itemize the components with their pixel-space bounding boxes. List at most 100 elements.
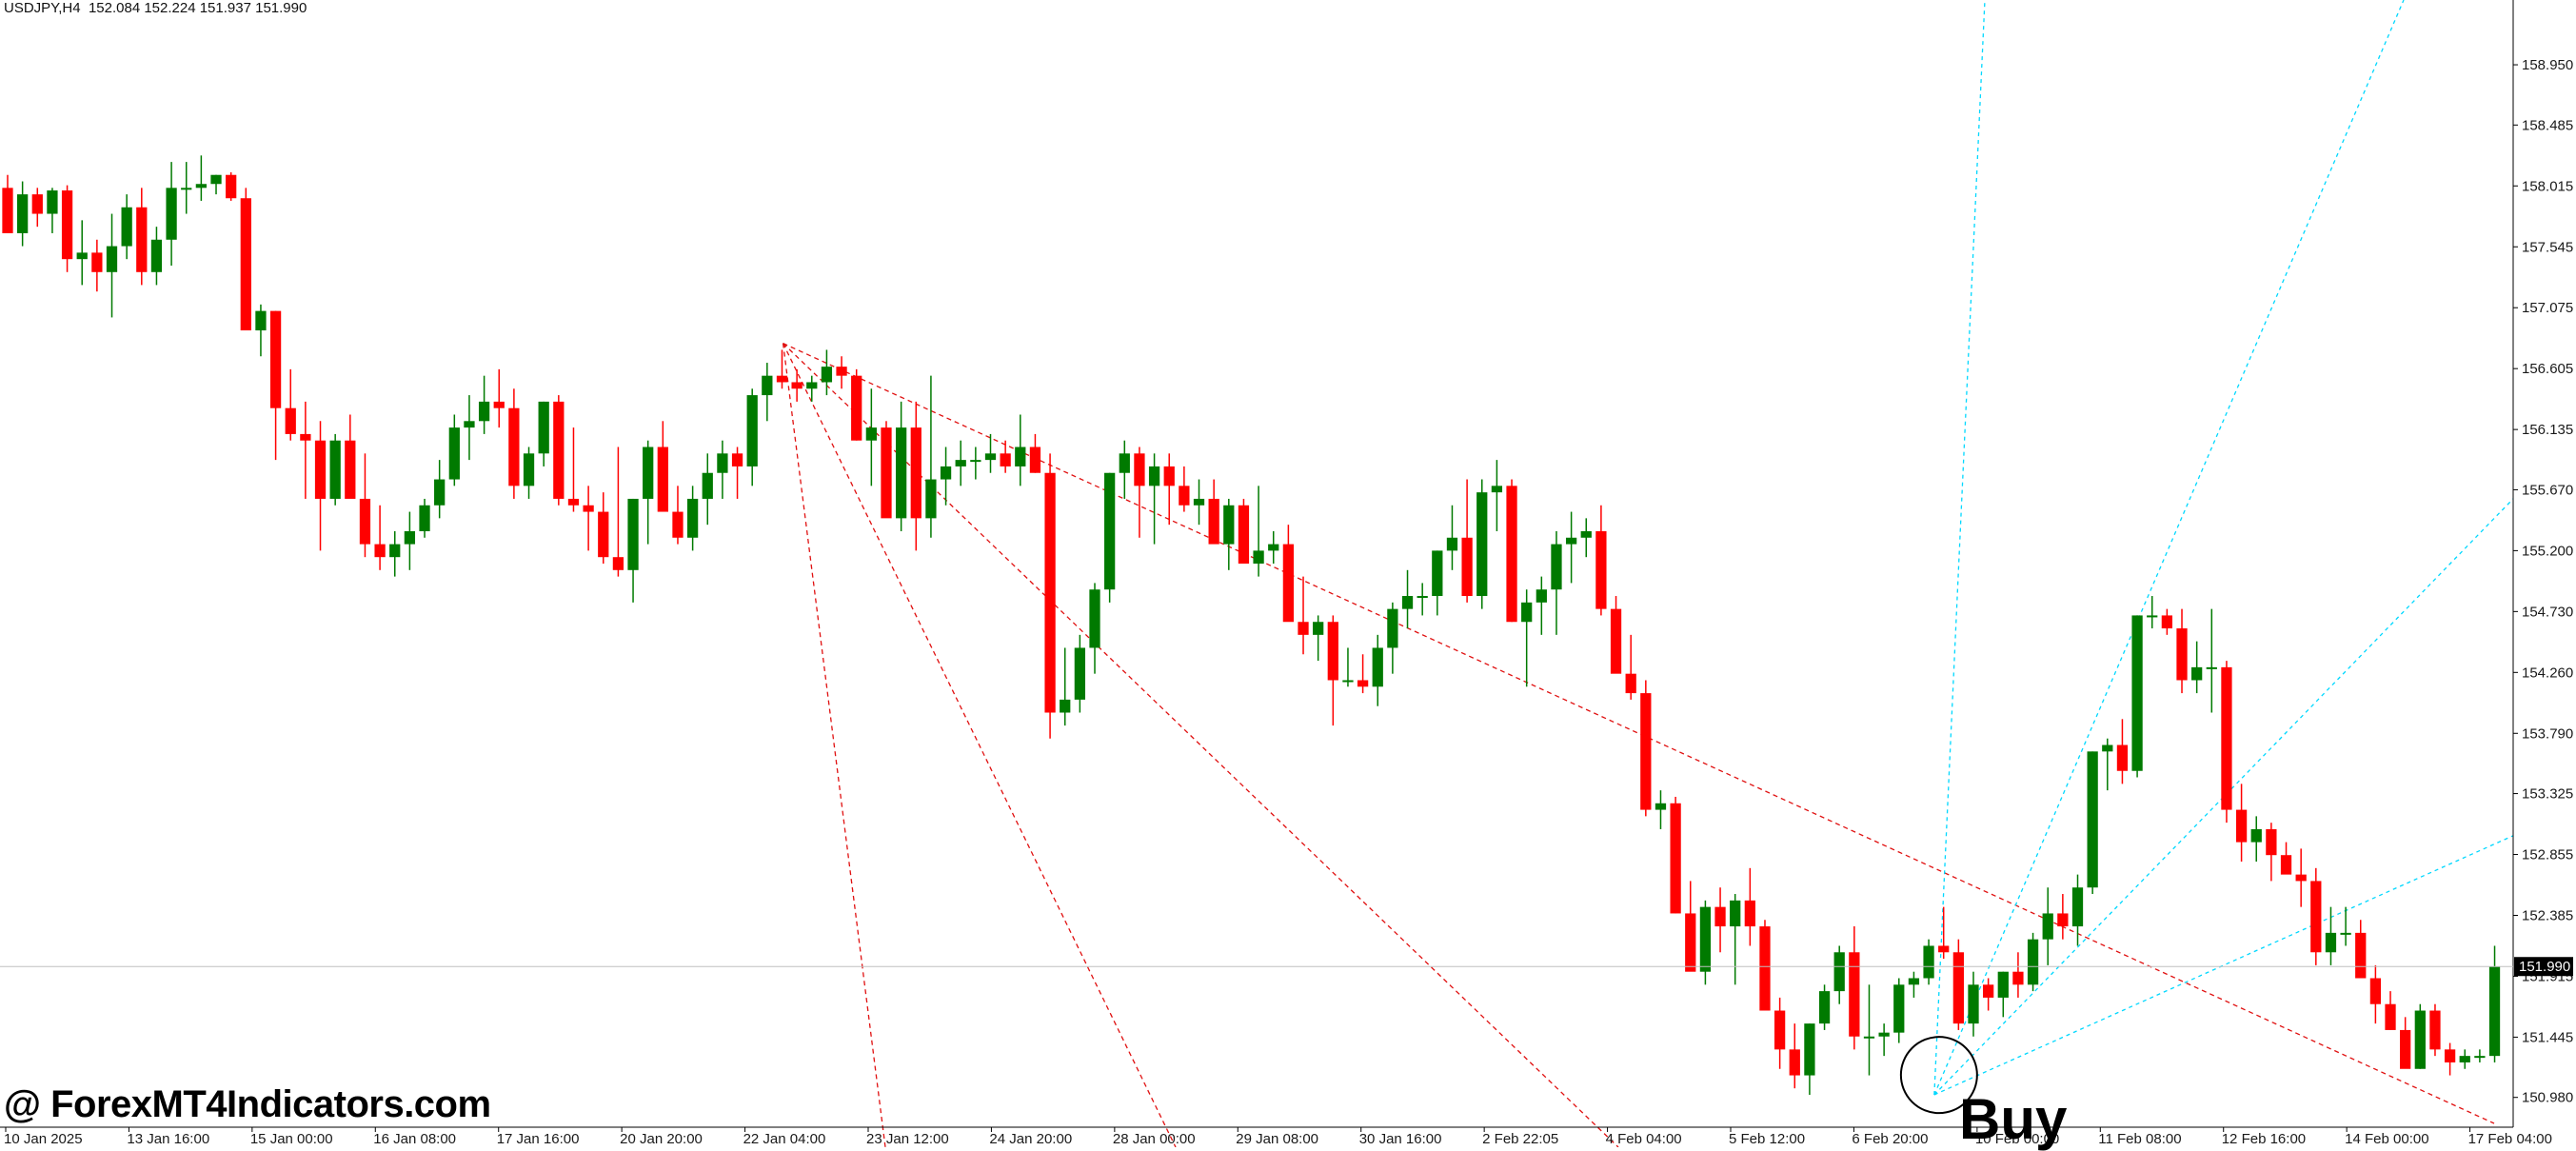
time-tick-label: 24 Jan 20:00 — [989, 1131, 1072, 1147]
candle-body — [404, 530, 416, 545]
price-tick-label: 153.325 — [2522, 786, 2573, 803]
price-tick-label: 156.135 — [2522, 422, 2573, 438]
candle-body — [2206, 666, 2217, 669]
candle-body — [195, 184, 208, 189]
candle-body — [686, 498, 699, 538]
candle-body — [2027, 939, 2039, 985]
candle-body — [970, 460, 981, 463]
candle-body — [1417, 596, 1428, 599]
candle-body — [1282, 544, 1295, 623]
time-tick-label: 23 Jan 12:00 — [866, 1131, 949, 1147]
candle-body — [836, 367, 847, 376]
candle-body — [2266, 828, 2277, 856]
candle-body — [1342, 680, 1354, 683]
candle-body — [240, 198, 251, 331]
candle-body — [2, 188, 13, 233]
watermark: @ ForexMT4Indicators.com — [4, 1083, 491, 1125]
candle-body — [1730, 900, 1741, 927]
time-tick-label: 4 Feb 04:00 — [1606, 1131, 1682, 1147]
price-axis: 158.950 158.485 158.015 157.545 157.075 156.6… — [2513, 57, 2573, 1106]
time-tick-label: 29 Jan 08:00 — [1236, 1131, 1318, 1147]
candle-body — [76, 252, 88, 260]
candle-body — [851, 375, 862, 441]
candle-body — [2116, 744, 2129, 771]
price-tick-label: 154.260 — [2522, 665, 2573, 681]
candle-body — [1238, 505, 1250, 564]
candle-body — [1536, 589, 1547, 603]
candle-body — [1580, 530, 1592, 538]
candle-body — [2071, 887, 2084, 927]
candle-body — [702, 472, 713, 499]
candle-body — [359, 498, 371, 545]
candle-body — [2325, 932, 2337, 953]
candle-body — [464, 421, 475, 428]
candle-body — [1833, 952, 1845, 992]
candle-body — [2235, 809, 2248, 843]
candle-body — [2280, 855, 2292, 875]
price-tick-label: 151.445 — [2522, 1029, 2573, 1045]
candle-body — [1372, 647, 1383, 687]
candle-body — [1432, 550, 1443, 597]
candle-body — [821, 367, 833, 383]
candle-body — [1818, 991, 1831, 1024]
current-price-label: 151.990 — [2519, 959, 2570, 975]
candle-body — [538, 401, 549, 454]
candle-body — [47, 190, 58, 214]
candle-body — [762, 375, 773, 396]
candle-body — [2355, 932, 2367, 979]
candle-body — [1670, 803, 1681, 914]
candle-body — [1789, 1049, 1800, 1076]
candle-body — [583, 505, 594, 512]
time-tick-label: 13 Jan 16:00 — [127, 1131, 209, 1147]
candle-body — [2459, 1056, 2470, 1062]
candle-body — [1923, 945, 1934, 979]
candle-body — [2221, 666, 2232, 810]
candle-body — [1863, 1036, 1875, 1039]
candle-body — [1595, 530, 1607, 609]
candle-body — [925, 479, 937, 519]
candle-body — [2250, 828, 2262, 843]
fan-line — [1933, 0, 1986, 1096]
candle-body — [1773, 1010, 1786, 1050]
candle-body — [1104, 472, 1116, 590]
candle-body — [1938, 945, 1950, 953]
candle-body — [226, 174, 237, 199]
candle-body — [865, 427, 877, 441]
candle-body — [1565, 537, 1577, 545]
price-tick-label: 154.730 — [2522, 604, 2573, 620]
price-tick-label: 158.485 — [2522, 117, 2573, 133]
fan-line — [1933, 498, 2514, 1096]
candle-body — [1699, 906, 1712, 972]
candle-body — [2369, 978, 2382, 1004]
price-tick-label: 153.790 — [2522, 725, 2573, 742]
candle-body — [1804, 1023, 1815, 1076]
candle-body — [1491, 486, 1503, 493]
candle-body — [1074, 647, 1085, 700]
candles — [2, 155, 2501, 1095]
price-tick-label: 155.200 — [2522, 543, 2573, 559]
indicator-lines — [782, 0, 2514, 1147]
time-tick-label: 28 Jan 00:00 — [1113, 1131, 1196, 1147]
price-tick-label: 156.605 — [2522, 361, 2573, 377]
time-tick-label: 12 Feb 16:00 — [2222, 1131, 2306, 1147]
candle-body — [2474, 1056, 2486, 1059]
candle-body — [523, 453, 535, 486]
candle-body — [1759, 926, 1771, 1011]
candle-body — [493, 401, 505, 408]
candle-body — [166, 188, 177, 240]
candle-body — [1387, 608, 1398, 648]
candle-body — [2147, 615, 2158, 618]
candle-body — [136, 207, 148, 272]
candle-body — [1119, 453, 1130, 473]
candle-body — [2400, 1029, 2411, 1069]
time-tick-label: 16 Jan 08:00 — [373, 1131, 456, 1147]
candle-body — [2429, 1010, 2441, 1050]
candle-body — [434, 479, 446, 506]
candle-body — [1610, 608, 1622, 674]
candle-body — [1655, 803, 1667, 810]
candle-body — [553, 401, 565, 499]
candle-body — [643, 447, 654, 499]
candle-body — [2176, 628, 2188, 681]
time-tick-label: 14 Feb 00:00 — [2345, 1131, 2428, 1147]
